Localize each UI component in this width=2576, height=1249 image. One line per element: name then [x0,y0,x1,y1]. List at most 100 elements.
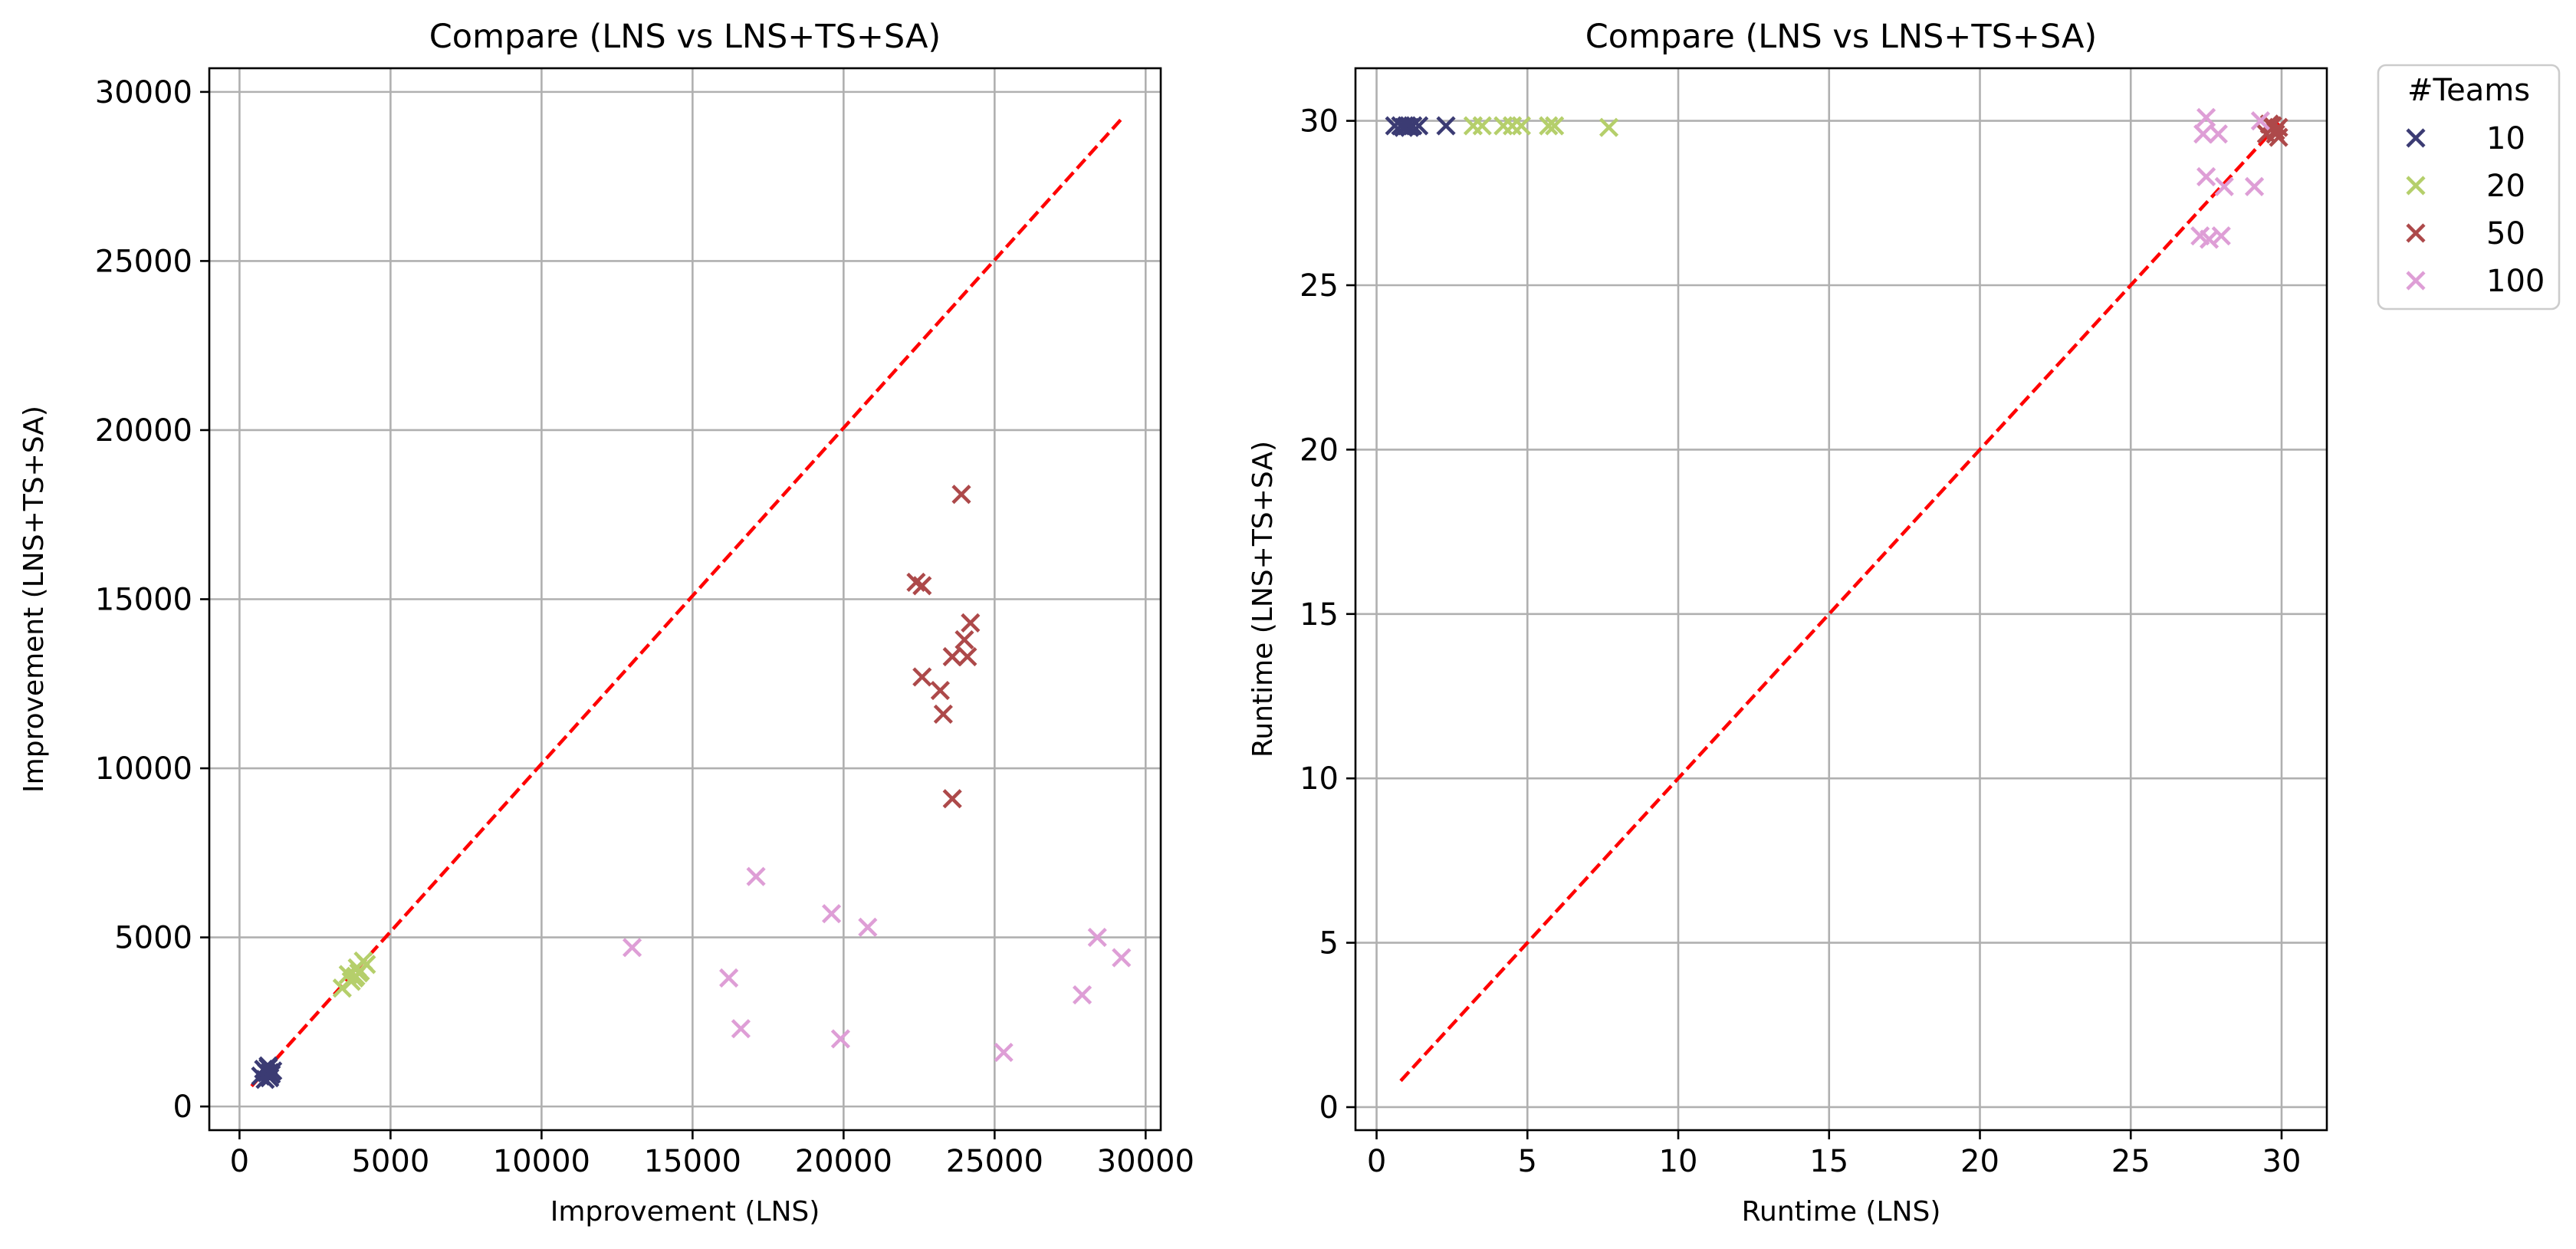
data-point [933,704,953,725]
data-point [1511,116,1532,136]
y-tick-label: 0 [173,1090,192,1125]
data-point [2214,176,2234,196]
y-tick-label: 20 [1300,432,1339,468]
plot-title: Compare (LNS vs LNS+TS+SA) [429,18,941,56]
legend-marker [2406,271,2426,291]
x-tick-label: 15 [1809,1144,1848,1179]
legend-marker [2406,176,2426,196]
x-axis-title: Runtime (LNS) [1742,1196,1941,1228]
plot-frame [1354,67,2328,1132]
data-point [2196,107,2216,127]
y-tick-label: 30000 [95,75,192,110]
legend-title: #Teams [2407,73,2530,108]
y-tick-label: 25 [1300,268,1339,304]
reference-diagonal-line [1399,120,2283,1083]
series-100 [2190,107,2271,249]
data-point [2208,124,2228,144]
data-point [1436,116,1456,136]
data-point [1072,984,1092,1005]
y-tick-label: 15000 [95,583,192,618]
data-point [746,866,766,886]
data-point [260,1063,280,1083]
plot-title: Compare (LNS vs LNS+TS+SA) [1585,18,2097,56]
y-tick-label: 10 [1300,761,1339,797]
legend-label: 100 [2486,264,2545,299]
series-10 [251,1056,283,1090]
data-point [1472,116,1492,136]
y-axis-title: Improvement (LNS+TS+SA) [18,406,50,793]
legend-entry: 100 [2406,264,2545,299]
data-point [1400,117,1420,137]
x-tick-label: 10 [1659,1144,1698,1179]
data-point [731,1019,751,1039]
data-point [1112,948,1132,968]
y-tick-label: 15 [1300,597,1339,633]
x-tick-label: 25000 [946,1144,1043,1179]
data-point [2269,117,2288,137]
data-point [1545,116,1565,136]
x-tick-label: 5 [1518,1144,1537,1179]
data-point [942,789,962,809]
data-point [912,576,932,596]
y-tick-label: 5000 [114,921,192,956]
data-point [1394,117,1414,137]
y-tick-label: 10000 [95,751,192,787]
data-point [2196,166,2216,187]
improvement-scatter-plot: 0 5000 10000 15000 20000 25000 30000 0 5000 10000… [18,18,1194,1228]
legend-frame [2377,64,2561,311]
data-point [1087,927,1107,948]
legend-entry: 10 [2406,121,2525,156]
x-tick-label: 0 [1367,1144,1386,1179]
y-tick-label: 30 [1300,104,1339,140]
x-axis-title: Improvement (LNS) [550,1196,820,1228]
y-tick-label: 20000 [95,413,192,449]
x-tick-label: 5000 [351,1144,429,1179]
y-axis-title: Runtime (LNS+TS+SA) [1247,441,1279,758]
data-point [2250,111,2271,131]
series-20 [332,951,376,998]
data-point [2244,176,2265,196]
x-tick-label: 30 [2262,1144,2302,1179]
x-tick-label: 20000 [795,1144,892,1179]
x-tick-label: 30000 [1097,1144,1194,1179]
data-point [258,1057,278,1077]
data-point [2211,226,2231,246]
data-point [942,646,962,667]
data-point [821,904,842,924]
y-tick-label: 25000 [95,244,192,279]
x-tick-label: 15000 [644,1144,741,1179]
series-20 [1463,116,1619,137]
legend-marker [2406,223,2426,243]
data-point [1598,117,1619,137]
series-10 [1385,116,1456,137]
data-point [912,667,932,687]
reference-diagonal-line [250,117,1123,1088]
data-point [719,968,739,988]
data-point [622,938,642,958]
data-point [961,613,981,633]
data-point [994,1042,1014,1063]
data-point [958,646,978,667]
y-tick-label: 0 [1319,1090,1339,1126]
legend-entry: 20 [2406,169,2525,204]
series-100 [622,866,1132,1063]
data-point [830,1029,850,1049]
x-tick-label: 10000 [493,1144,590,1179]
series-50 [906,485,981,809]
runtime-scatter-plot: 0 5 10 15 20 25 30 0 5 10 15 20 25 30 Compare (LNS vs… [1247,18,2328,1228]
x-tick-label: 20 [1960,1144,1999,1179]
legend: #Teams 10 20 50 100 [2377,64,2561,311]
data-point [2199,229,2220,249]
legend-label: 10 [2486,121,2525,156]
data-point [858,917,878,937]
x-tick-label: 25 [2111,1144,2150,1179]
data-point [1539,116,1559,136]
data-point [346,966,366,986]
x-tick-label: 0 [230,1144,249,1179]
legend-entry: 50 [2406,216,2525,251]
legend-marker [2406,128,2426,148]
data-point [930,681,950,701]
legend-label: 50 [2486,216,2525,251]
y-tick-label: 5 [1319,926,1339,961]
